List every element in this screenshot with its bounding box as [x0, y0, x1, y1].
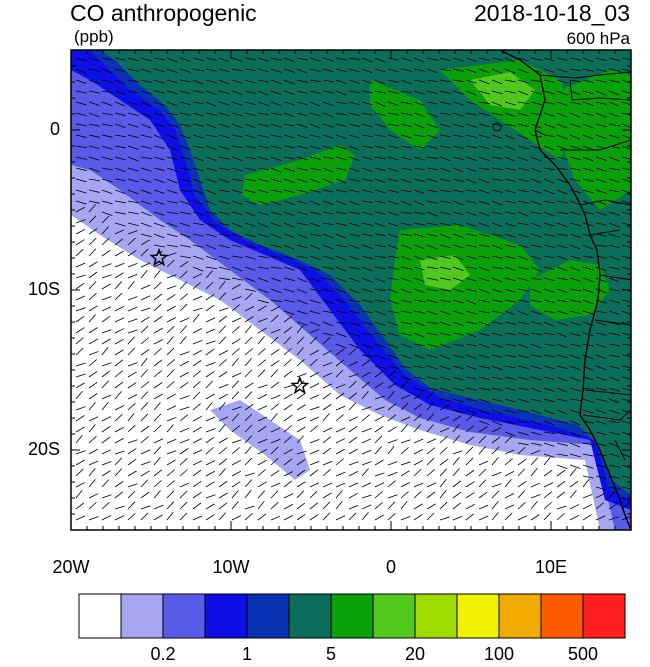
units-label: (ppb) — [74, 27, 114, 46]
contour-band-10-e — [530, 260, 610, 320]
date-label: 2018-10-18_03 — [473, 0, 630, 26]
colorbar-swatch — [288, 593, 332, 639]
contour-band-10-c — [242, 145, 355, 205]
colorbar-tick-label: 100 — [483, 644, 515, 664]
colorbar-swatch — [246, 593, 290, 639]
colorbar-swatch — [456, 593, 500, 639]
station-markers — [149, 247, 310, 395]
africa-coastline — [499, 50, 631, 530]
lon-tick-label: 20W — [52, 557, 90, 577]
colorbar-tick-label: 500 — [567, 644, 599, 664]
star-marker — [290, 375, 310, 395]
country-borders — [534, 71, 631, 461]
colorbar-tick-label: 1 — [241, 644, 253, 664]
map-title: CO anthropogenic — [70, 0, 257, 26]
contour-band-streak — [210, 400, 310, 480]
axis-ticks — [70, 49, 632, 531]
lon-tick-label: 0 — [385, 557, 397, 577]
pressure-level-label: 600 hPa — [566, 29, 630, 48]
colorbar-swatch — [498, 593, 542, 639]
lat-tick-label: 0 — [49, 119, 60, 139]
lon-tick-label: 10E — [534, 557, 568, 577]
contour-band-10-a — [440, 60, 575, 160]
contour-band-10-b — [370, 80, 440, 150]
contour-band-10-f — [560, 70, 631, 210]
contour-band-5 — [100, 50, 631, 495]
colorbar-swatch — [582, 593, 626, 639]
lon-tick-label: 10W — [212, 557, 250, 577]
colorbar-tick-label: 20 — [404, 644, 426, 664]
contour-band-20-b — [420, 255, 470, 290]
colorbar-swatch — [540, 593, 584, 639]
colorbar-swatch — [414, 593, 458, 639]
colorbar-swatch — [372, 593, 416, 639]
contour-band-20 — [470, 72, 535, 110]
lake-outline — [492, 122, 502, 132]
wind-vectors — [75, 57, 631, 521]
colorbar-swatch — [204, 593, 248, 639]
colorbar-tick-label: 5 — [325, 644, 337, 664]
colorbar-swatch — [330, 593, 374, 639]
lat-tick-label: 20S — [27, 439, 60, 459]
colorbar-swatch — [120, 593, 164, 639]
colorbar-swatch — [78, 593, 122, 639]
lat-tick-label: 10S — [27, 279, 60, 299]
star-marker — [149, 247, 169, 267]
colorbar-tick-label: 0.2 — [150, 644, 176, 664]
colorbar-swatch — [162, 593, 206, 639]
